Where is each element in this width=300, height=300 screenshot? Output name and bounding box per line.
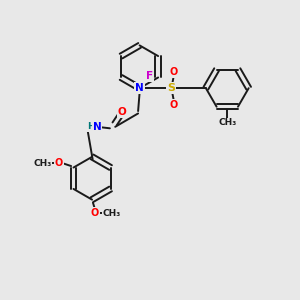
Text: O: O [170, 67, 178, 77]
Text: CH₃: CH₃ [102, 208, 121, 217]
Text: S: S [167, 83, 175, 93]
Text: N: N [135, 83, 144, 93]
Text: CH₃: CH₃ [218, 118, 236, 127]
Text: F: F [146, 71, 153, 81]
Text: H: H [87, 122, 94, 131]
Text: N: N [93, 122, 101, 132]
Text: O: O [91, 208, 99, 218]
Text: CH₃: CH₃ [33, 159, 51, 168]
Text: O: O [117, 107, 126, 117]
Text: O: O [55, 158, 63, 168]
Text: O: O [170, 100, 178, 110]
